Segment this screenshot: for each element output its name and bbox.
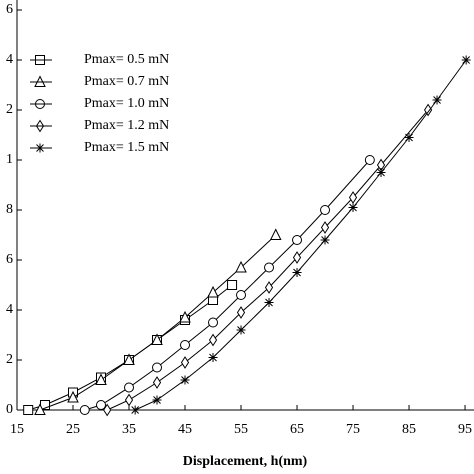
y-tick-label: 2 xyxy=(6,352,13,367)
marker xyxy=(404,133,414,142)
marker xyxy=(423,103,433,117)
marker xyxy=(35,143,45,153)
marker xyxy=(320,221,330,234)
marker xyxy=(35,55,45,65)
marker xyxy=(67,390,79,403)
marker xyxy=(292,235,303,245)
marker xyxy=(208,353,218,362)
marker xyxy=(152,376,162,389)
x-tick-label: 55 xyxy=(234,422,248,437)
legend-label: Pmax= 0.7 mN xyxy=(84,74,169,89)
marker xyxy=(34,403,46,415)
legend-label: Pmax= 1.5 mN xyxy=(84,140,169,155)
y-tick-label: 8 xyxy=(6,202,13,217)
marker xyxy=(264,298,274,307)
marker xyxy=(35,99,45,109)
marker xyxy=(208,317,219,328)
y-tick-label: 2 xyxy=(6,102,13,117)
marker xyxy=(130,405,140,415)
marker xyxy=(152,362,163,373)
marker xyxy=(320,205,331,215)
y-tick-label: 6 xyxy=(6,252,13,267)
marker xyxy=(180,375,190,385)
legend-label: Pmax= 0.5 mN xyxy=(84,52,169,67)
marker xyxy=(95,373,107,385)
y-tick-label: 1 xyxy=(6,152,13,167)
y-tick-label: 4 xyxy=(6,52,13,67)
marker xyxy=(235,260,247,273)
legend-label: Pmax= 1.2 mN xyxy=(84,118,169,133)
marker xyxy=(236,325,246,335)
marker xyxy=(320,235,330,245)
marker xyxy=(180,340,191,350)
marker xyxy=(34,75,46,87)
y-tick-label: 0 xyxy=(6,402,13,417)
marker xyxy=(79,405,90,415)
x-tick-label: 25 xyxy=(66,422,80,437)
marker xyxy=(348,191,358,204)
marker xyxy=(179,310,191,323)
marker xyxy=(227,280,238,290)
marker xyxy=(207,285,219,298)
marker xyxy=(292,251,302,264)
marker xyxy=(236,306,246,319)
marker xyxy=(461,55,471,65)
series-line xyxy=(106,109,429,411)
x-axis-label: Displacement, h(nm) xyxy=(183,454,308,469)
marker xyxy=(236,290,247,300)
marker xyxy=(376,168,386,177)
y-tick-label: 4 xyxy=(6,302,13,317)
x-tick-label: 95 xyxy=(458,422,472,437)
marker xyxy=(96,400,107,410)
marker xyxy=(35,119,45,133)
y-tick-label: 6 xyxy=(6,2,13,17)
marker xyxy=(264,281,274,294)
marker xyxy=(152,395,162,405)
marker xyxy=(23,405,34,415)
x-tick-label: 35 xyxy=(122,422,136,437)
marker xyxy=(151,333,163,345)
x-tick-label: 15 xyxy=(10,422,24,437)
marker xyxy=(432,95,442,105)
marker xyxy=(123,353,135,365)
marker xyxy=(103,403,112,417)
marker xyxy=(269,228,282,240)
marker xyxy=(208,333,218,347)
marker xyxy=(124,393,134,407)
marker xyxy=(264,262,275,273)
marker xyxy=(124,382,135,393)
x-tick-label: 65 xyxy=(290,422,304,437)
legend-label: Pmax= 1.0 mN xyxy=(84,96,169,111)
x-tick-label: 75 xyxy=(346,422,360,437)
x-tick-label: 45 xyxy=(178,422,192,437)
marker xyxy=(180,356,190,369)
x-tick-label: 85 xyxy=(402,422,416,437)
marker xyxy=(292,268,302,277)
marker xyxy=(364,155,375,165)
marker xyxy=(348,203,358,212)
